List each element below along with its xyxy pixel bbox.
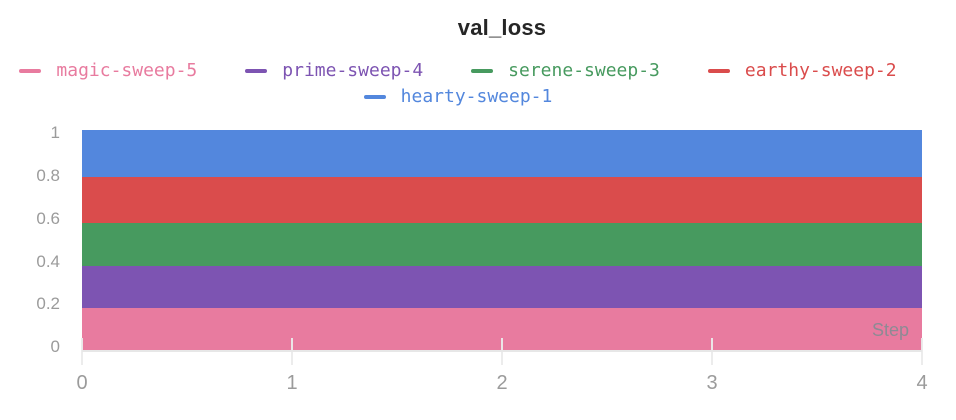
legend-item-magic-sweep-5[interactable]: magic-sweep-5	[19, 58, 197, 84]
legend-item-prime-sweep-4[interactable]: prime-sweep-4	[245, 58, 423, 84]
legend: magic-sweep-5 prime-sweep-4 serene-sweep…	[0, 58, 916, 110]
legend-label: magic-sweep-5	[56, 60, 198, 81]
chart-title: val_loss	[457, 15, 547, 40]
legend-line-icon	[245, 69, 268, 73]
y-tick-label: 1	[50, 123, 60, 142]
y-tick-label: 0.4	[36, 252, 60, 271]
x-tick-label: 1	[286, 372, 298, 394]
legend-label: prime-sweep-4	[282, 60, 424, 81]
legend-item-hearty-sweep-1[interactable]: hearty-sweep-1	[363, 84, 553, 110]
x-axis-line	[82, 350, 922, 352]
legend-line-icon	[363, 95, 386, 99]
legend-label: hearty-sweep-1	[400, 86, 553, 107]
x-tick-label: 4	[916, 372, 928, 394]
plot-area[interactable]	[82, 130, 922, 350]
x-tick-label: 0	[76, 372, 88, 394]
y-tick-label: 0.6	[36, 209, 60, 228]
y-tick-label: 0	[50, 337, 60, 356]
legend-line-icon	[707, 69, 730, 73]
y-tick-label: 0.8	[36, 166, 60, 185]
x-tick-label: 2	[496, 372, 508, 394]
legend-item-earthy-sweep-2[interactable]: earthy-sweep-2	[707, 58, 897, 84]
legend-label: serene-sweep-3	[508, 60, 660, 81]
y-tick-label: 0.2	[36, 294, 60, 313]
series-band-earthy-sweep-2[interactable]	[82, 177, 922, 223]
legend-line-icon	[471, 69, 494, 73]
x-tick-label: 3	[706, 372, 718, 394]
legend-item-serene-sweep-3[interactable]: serene-sweep-3	[471, 58, 660, 84]
legend-line-icon	[19, 69, 42, 73]
x-axis-title: Step	[871, 320, 909, 340]
x-tick-mark	[921, 338, 923, 365]
series-band-prime-sweep-4[interactable]	[82, 266, 922, 308]
series-band-hearty-sweep-1[interactable]	[82, 130, 922, 177]
series-band-serene-sweep-3[interactable]	[82, 223, 922, 266]
legend-label: earthy-sweep-2	[744, 60, 897, 81]
